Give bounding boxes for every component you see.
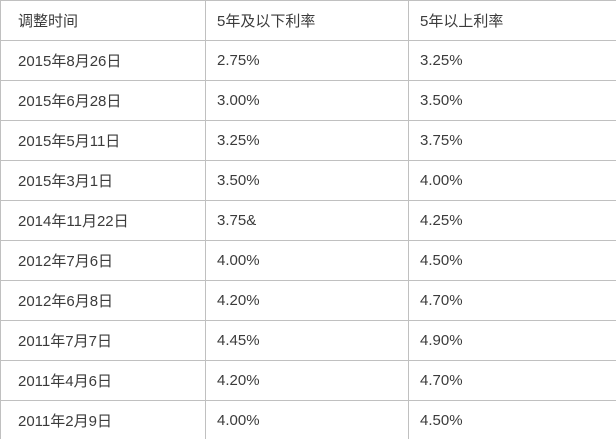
cell-rate-above-5y: 3.50% [408, 80, 616, 121]
cell-adjust-date: 2015年5月11日 [0, 120, 206, 161]
cell-rate-5y-and-below: 3.25% [205, 120, 409, 161]
table-row: 2012年6月8日 4.20% 4.70% [0, 280, 616, 321]
cell-rate-above-5y: 4.25% [408, 200, 616, 241]
cell-adjust-date: 2014年11月22日 [0, 200, 206, 241]
cell-rate-above-5y: 3.25% [408, 40, 616, 81]
table-row: 2011年4月6日 4.20% 4.70% [0, 360, 616, 401]
cell-rate-5y-and-below: 3.75& [205, 200, 409, 241]
cell-rate-above-5y: 4.70% [408, 360, 616, 401]
column-header-rate-above-5y: 5年以上利率 [408, 0, 616, 41]
cell-adjust-date: 2012年6月8日 [0, 280, 206, 321]
cell-rate-above-5y: 4.50% [408, 240, 616, 281]
cell-adjust-date: 2012年7月6日 [0, 240, 206, 281]
cell-rate-5y-and-below: 4.00% [205, 240, 409, 281]
cell-rate-5y-and-below: 2.75% [205, 40, 409, 81]
table-body: 2015年8月26日 2.75% 3.25% 2015年6月28日 3.00% 3.50%… [0, 40, 616, 439]
cell-rate-above-5y: 3.75% [408, 120, 616, 161]
cell-rate-above-5y: 4.50% [408, 400, 616, 439]
cell-adjust-date: 2011年2月9日 [0, 400, 206, 439]
cell-rate-5y-and-below: 4.20% [205, 280, 409, 321]
cell-adjust-date: 2011年4月6日 [0, 360, 206, 401]
cell-adjust-date: 2015年8月26日 [0, 40, 206, 81]
table-row: 2011年2月9日 4.00% 4.50% [0, 400, 616, 439]
cell-adjust-date: 2011年7月7日 [0, 320, 206, 361]
table-row: 2015年8月26日 2.75% 3.25% [0, 40, 616, 81]
column-header-adjust-date: 调整时间 [0, 0, 206, 41]
table-row: 2015年5月11日 3.25% 3.75% [0, 120, 616, 161]
column-header-rate-5y-and-below: 5年及以下利率 [205, 0, 409, 41]
cell-adjust-date: 2015年3月1日 [0, 160, 206, 201]
cell-adjust-date: 2015年6月28日 [0, 80, 206, 121]
table-row: 2015年6月28日 3.00% 3.50% [0, 80, 616, 121]
table-row: 2011年7月7日 4.45% 4.90% [0, 320, 616, 361]
table-header-row: 调整时间 5年及以下利率 5年以上利率 [0, 0, 616, 41]
cell-rate-5y-and-below: 3.50% [205, 160, 409, 201]
table-row: 2014年11月22日 3.75& 4.25% [0, 200, 616, 241]
cell-rate-above-5y: 4.00% [408, 160, 616, 201]
table-row: 2015年3月1日 3.50% 4.00% [0, 160, 616, 201]
cell-rate-5y-and-below: 4.20% [205, 360, 409, 401]
table-row: 2012年7月6日 4.00% 4.50% [0, 240, 616, 281]
cell-rate-5y-and-below: 4.45% [205, 320, 409, 361]
cell-rate-5y-and-below: 3.00% [205, 80, 409, 121]
cell-rate-5y-and-below: 4.00% [205, 400, 409, 439]
cell-rate-above-5y: 4.90% [408, 320, 616, 361]
cell-rate-above-5y: 4.70% [408, 280, 616, 321]
